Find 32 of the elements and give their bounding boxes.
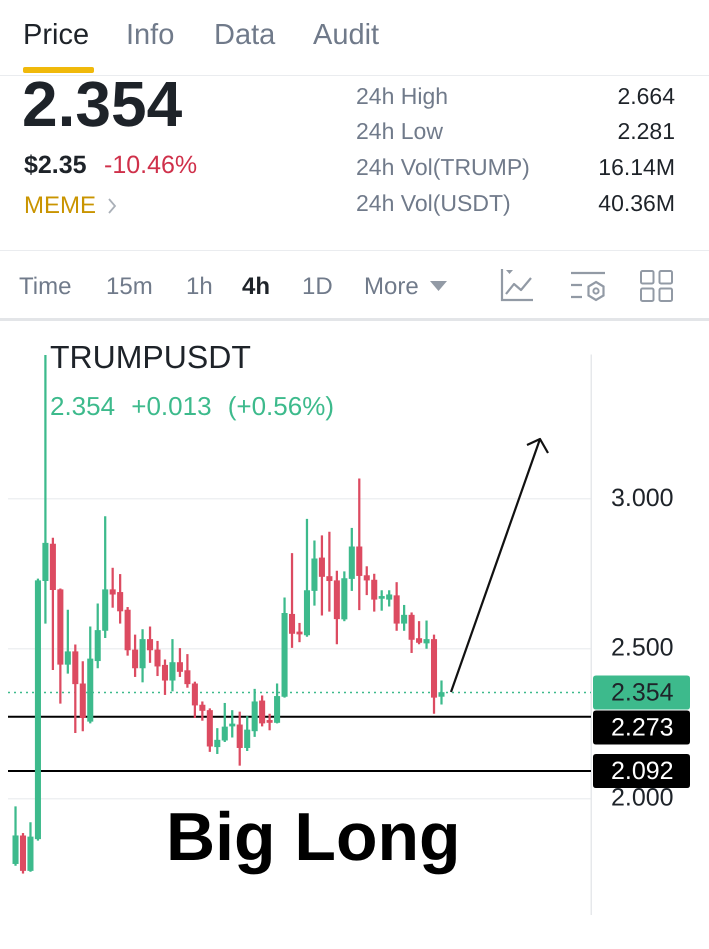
text: 15m (106, 273, 153, 300)
text: -10.46% (104, 151, 198, 179)
text: Price (23, 19, 90, 52)
text: 2.281 (617, 118, 675, 144)
text: 1D (302, 273, 333, 300)
ref-line-label: 2.273 (611, 713, 674, 742)
annotation: Big Long (166, 799, 461, 876)
text: 16.14M (598, 154, 675, 180)
text: 2.354 +0.013 (+0.56%) (50, 390, 334, 421)
y-tick-label: 2.500 (611, 634, 674, 662)
text: 1h (186, 273, 213, 300)
text: Info (126, 19, 174, 52)
candlestick (229, 710, 236, 738)
text: MEME (24, 192, 96, 220)
y-tick-label: 3.000 (611, 484, 674, 512)
text: 24h Vol(USDT) (356, 190, 511, 216)
ref-line-label: 2.354 (611, 678, 674, 706)
text: $2.35 (24, 151, 87, 179)
text: 24h Vol(TRUMP) (356, 154, 530, 180)
text: 2.664 (617, 82, 675, 109)
chart-title: TRUMPUSDT (50, 338, 251, 375)
text: Data (214, 19, 276, 52)
text: 24h High (356, 82, 448, 109)
y-tick-label: 2.000 (611, 783, 674, 812)
text: Time (19, 273, 72, 300)
text: More (364, 273, 419, 300)
text: 40.36M (598, 190, 675, 216)
text: Audit (313, 19, 380, 52)
text: 24h Low (356, 118, 443, 144)
text: 2.354 (22, 68, 182, 140)
ref-line-label: 2.092 (611, 756, 674, 785)
text: 4h (242, 273, 270, 300)
